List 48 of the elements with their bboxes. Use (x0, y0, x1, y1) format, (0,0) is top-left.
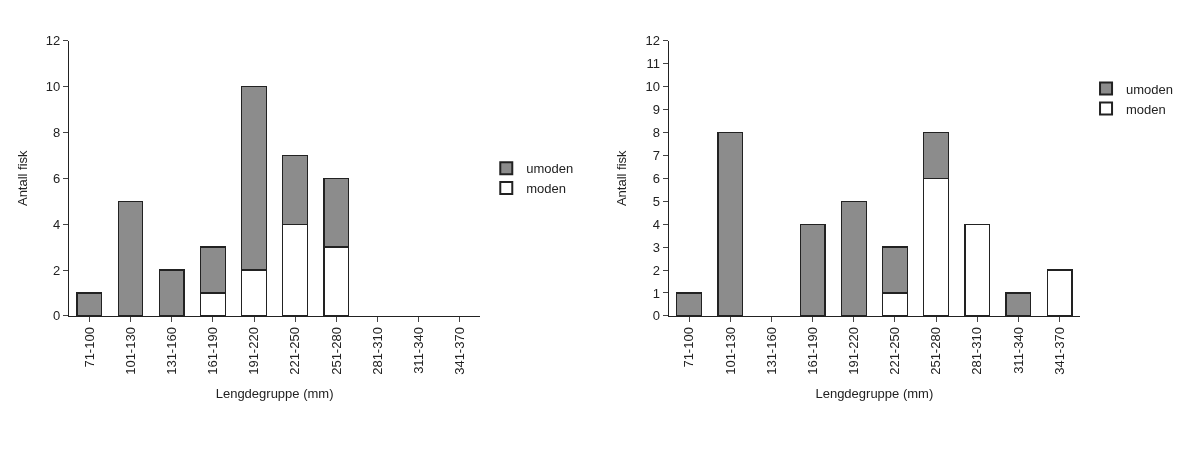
y-tick-label: 4 (652, 216, 660, 232)
y-tick-label: 11 (646, 56, 660, 72)
y-tick-label: 8 (652, 124, 660, 140)
x-tick-label: 281-310 (969, 327, 985, 375)
x-tick-label: 191-220 (246, 327, 262, 375)
legend-label: moden (526, 181, 567, 197)
x-tick-label: 341-370 (452, 327, 468, 375)
y-tick-label: 0 (652, 308, 660, 324)
x-tick-label: 221-250 (287, 327, 303, 375)
y-tick-label: 6 (652, 170, 660, 186)
x-tick-label: 281-310 (369, 327, 385, 375)
y-tick-label: 8 (52, 124, 61, 140)
x-tick-label: 101-130 (722, 327, 738, 375)
y-tick-label: 7 (652, 147, 660, 163)
y-tick-label: 9 (652, 101, 660, 117)
y-tick-label: 0 (52, 308, 61, 324)
y-tick-label: 12 (645, 33, 660, 49)
x-tick-label: 161-190 (804, 327, 820, 375)
x-tick-label: 131-160 (163, 327, 179, 375)
y-tick-label: 10 (45, 79, 61, 94)
x-tick-label: 101-130 (122, 327, 138, 375)
y-tick-label: 2 (652, 262, 660, 278)
y-tick-label: 2 (52, 262, 61, 278)
y-tick-label: 3 (652, 239, 660, 255)
x-tick-label: 161-190 (205, 327, 221, 375)
x-tick-label: 311-340 (410, 327, 426, 374)
y-tick-label: 4 (52, 216, 61, 232)
y-axis-title: Antall fisk (614, 149, 630, 207)
x-axis-title: Lengdegruppe (mm) (215, 386, 334, 402)
y-tick-label: 5 (652, 193, 660, 209)
y-axis-title: Antall fisk (14, 149, 30, 207)
x-tick-label: 131-160 (763, 327, 779, 375)
y-tick-label: 1 (652, 285, 660, 301)
x-tick-label: 251-280 (928, 327, 944, 375)
x-axis-title: Lengdegruppe (mm) (815, 386, 934, 402)
legend-label: moden (1126, 101, 1166, 117)
x-tick-label: 251-280 (328, 327, 344, 375)
x-tick-label: 71-100 (681, 327, 697, 368)
y-tick-label: 6 (52, 170, 61, 186)
y-tick-label: 10 (645, 79, 660, 94)
legend-label: umoden (1126, 81, 1174, 97)
x-tick-label: 191-220 (846, 327, 862, 375)
x-tick-label: 341-370 (1051, 327, 1067, 375)
legend-label: umoden (526, 161, 574, 177)
y-tick-label: 12 (45, 33, 61, 49)
x-tick-label: 311-340 (1010, 327, 1026, 374)
x-tick-label: 221-250 (887, 327, 903, 375)
x-tick-label: 71-100 (81, 327, 97, 368)
